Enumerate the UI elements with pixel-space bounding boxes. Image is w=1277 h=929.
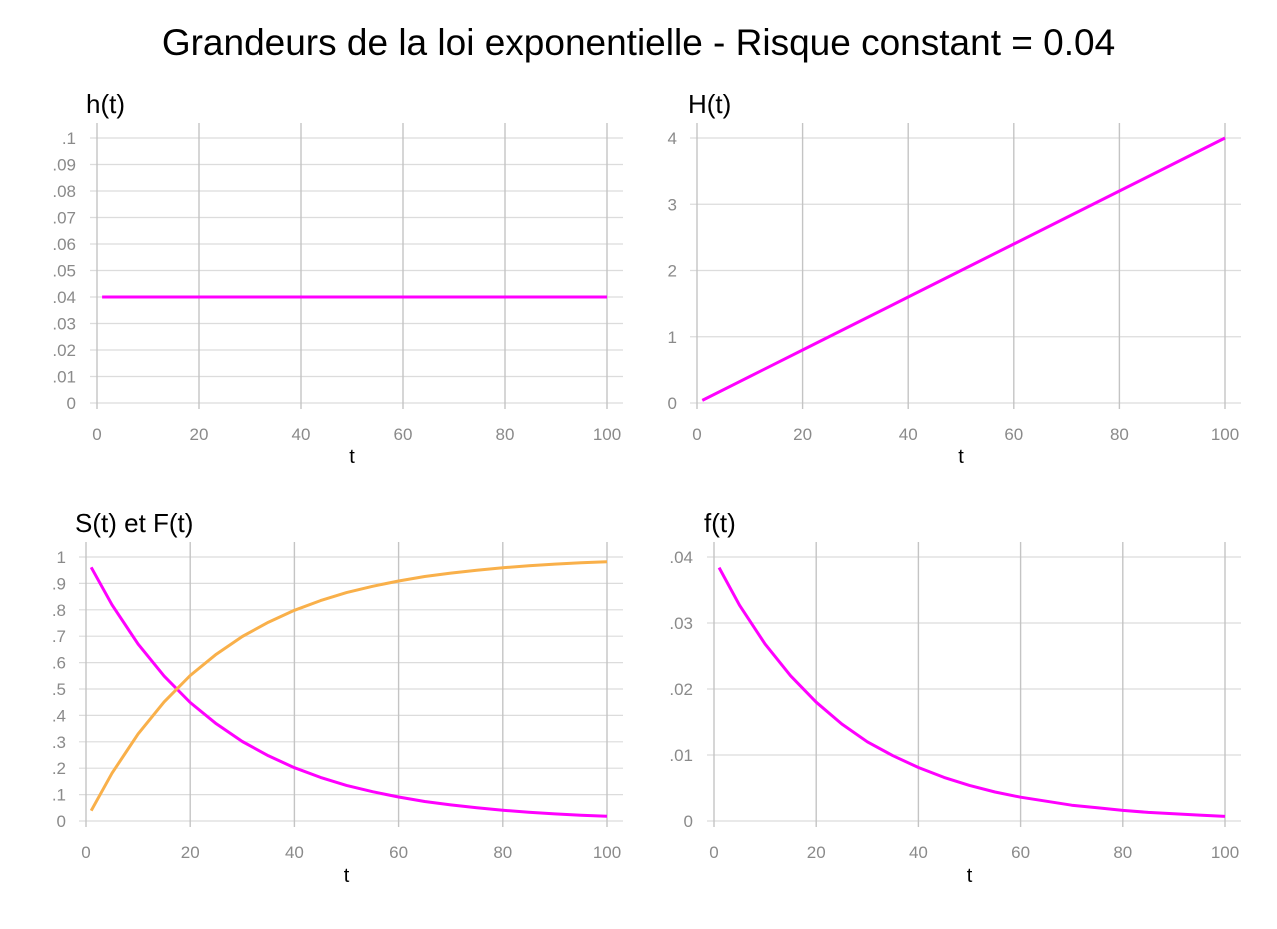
y-tick-label: 0 — [67, 394, 76, 413]
x-tick-label: 0 — [709, 843, 718, 862]
x-tick-label: 20 — [807, 843, 826, 862]
panel-title: h(t) — [86, 89, 125, 119]
x-axis-label: t — [967, 865, 973, 887]
y-tick-label: .4 — [52, 706, 66, 725]
y-tick-label: .6 — [52, 654, 66, 673]
x-axis-label: t — [958, 446, 964, 468]
y-tick-label: .02 — [52, 341, 76, 360]
x-axis-label: t — [349, 446, 355, 468]
x-tick-label: 100 — [593, 425, 621, 444]
figure-title: Grandeurs de la loi exponentielle - Risq… — [161, 22, 1116, 63]
y-tick-label: .04 — [669, 548, 693, 567]
x-tick-label: 60 — [1011, 843, 1030, 862]
x-tick-label: 20 — [793, 425, 812, 444]
x-tick-label: 40 — [292, 425, 311, 444]
y-tick-label: .03 — [669, 614, 693, 633]
series-line-1 — [717, 566, 1226, 818]
x-tick-label: 80 — [1110, 425, 1129, 444]
y-tick-label: 3 — [668, 195, 677, 214]
x-tick-label: 60 — [394, 425, 413, 444]
y-tick-label: 1 — [57, 548, 66, 567]
y-tick-label: .01 — [52, 368, 76, 387]
x-tick-label: 60 — [1004, 425, 1023, 444]
x-tick-label: 100 — [1211, 843, 1239, 862]
y-tick-label: .08 — [52, 182, 76, 201]
y-tick-label: 1 — [668, 328, 677, 347]
y-tick-label: .02 — [669, 680, 693, 699]
x-tick-label: 100 — [593, 843, 621, 862]
y-tick-label: 2 — [668, 262, 677, 281]
x-tick-label: 0 — [692, 425, 701, 444]
x-tick-label: 20 — [190, 425, 209, 444]
y-tick-label: .5 — [52, 680, 66, 699]
x-tick-label: 20 — [181, 843, 200, 862]
y-tick-label: 0 — [668, 394, 677, 413]
y-tick-label: .2 — [52, 759, 66, 778]
panel-title: f(t) — [704, 508, 736, 538]
chart-panel-1: 0 .01 .02 .03 .04 .05 .06 .07 .08 .09 .1 0 20 40 60 80 1… — [52, 89, 623, 468]
series-line-1 — [701, 136, 1226, 402]
chart-panel-4: 0 .01 .02 .03 .04 0 20 40 60 80 100 t f(t) — [669, 508, 1241, 887]
y-tick-label: 4 — [668, 129, 677, 148]
y-tick-label: .06 — [52, 235, 76, 254]
series-line-1 — [89, 566, 608, 818]
y-tick-label: 0 — [684, 812, 693, 831]
y-tick-label: .3 — [52, 733, 66, 752]
x-tick-label: 0 — [81, 843, 90, 862]
chart-panel-3: 0 .1 .2 .3 .4 .5 .6 .7 .8 .9 1 0 20 40 60 80 100 t S(t) et… — [52, 508, 623, 887]
y-tick-label: .01 — [669, 746, 693, 765]
x-tick-label: 80 — [1113, 843, 1132, 862]
y-tick-label: .03 — [52, 315, 76, 334]
x-tick-label: 40 — [285, 843, 304, 862]
x-tick-label: 80 — [496, 425, 515, 444]
y-tick-label: .9 — [52, 574, 66, 593]
y-tick-label: .04 — [52, 288, 76, 307]
y-tick-label: .1 — [62, 129, 76, 148]
x-tick-label: 40 — [899, 425, 918, 444]
x-axis-label: t — [344, 865, 350, 887]
y-tick-label: .7 — [52, 627, 66, 646]
x-tick-label: 100 — [1211, 425, 1239, 444]
y-tick-label: .07 — [52, 209, 76, 228]
y-tick-label: .8 — [52, 601, 66, 620]
panel-title: S(t) et F(t) — [75, 508, 193, 538]
x-tick-label: 60 — [389, 843, 408, 862]
y-tick-label: 0 — [57, 812, 66, 831]
y-tick-label: .09 — [52, 156, 76, 175]
panel-title: H(t) — [688, 89, 731, 119]
x-tick-label: 40 — [909, 843, 928, 862]
x-tick-label: 0 — [92, 425, 101, 444]
x-tick-label: 80 — [493, 843, 512, 862]
y-tick-label: .05 — [52, 262, 76, 281]
y-tick-label: .1 — [52, 786, 66, 805]
series-line-2 — [89, 560, 608, 812]
